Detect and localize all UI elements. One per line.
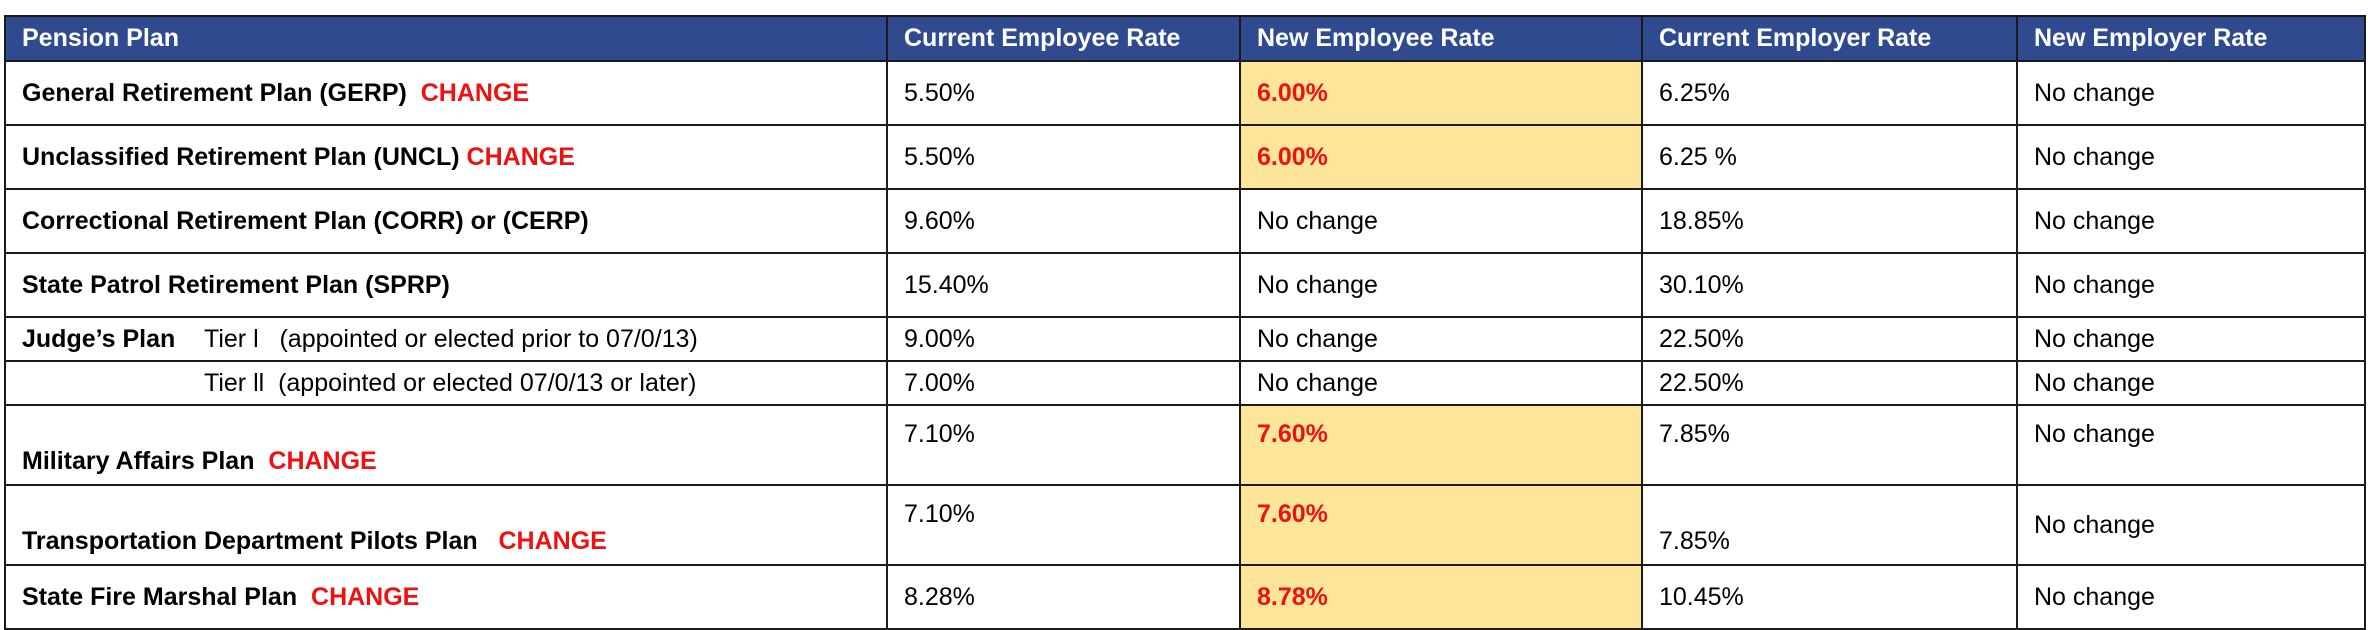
new-employer-rate: No change — [2016, 404, 2366, 486]
new-employer-rate: No change — [2016, 124, 2366, 190]
change-flag: CHANGE — [498, 527, 607, 555]
new-rate-value: 7.60% — [1257, 420, 1328, 448]
change-flag: CHANGE — [466, 142, 575, 171]
table-row: Tier ll (appointed or elected 07/0/13 or… — [4, 360, 2366, 406]
new-employee-rate: No change — [1239, 360, 1643, 406]
current-employer-rate: 6.25 % — [1641, 124, 2018, 190]
new-employer-rate: No change — [2016, 360, 2366, 406]
new-rate-value: 6.00% — [1257, 142, 1328, 171]
plan-cell: Transportation Department Pilots Plan CH… — [4, 484, 888, 566]
table-row: Military Affairs Plan CHANGE 7.10% 7.60%… — [4, 404, 2366, 486]
plan-cell: Tier ll (appointed or elected 07/0/13 or… — [4, 360, 888, 406]
plan-cell: Correctional Retirement Plan (CORR) or (… — [4, 188, 888, 254]
header-current-employee-rate: Current Employee Rate — [886, 15, 1241, 62]
plan-name: State Fire Marshal Plan — [22, 582, 298, 611]
table-row: Judge’s Plan Tier l (appointed or elected… — [4, 316, 2366, 362]
table-row: Transportation Department Pilots Plan CH… — [4, 484, 2366, 566]
current-employer-rate: 22.50% — [1641, 316, 2018, 362]
current-employer-rate: 18.85% — [1641, 188, 2018, 254]
table-header-row: Pension Plan Current Employee Rate New E… — [4, 15, 2366, 62]
new-employee-rate: 6.00% — [1239, 124, 1643, 190]
new-employee-rate: 8.78% — [1239, 564, 1643, 630]
table-row: Correctional Retirement Plan (CORR) or (… — [4, 188, 2366, 254]
current-employee-rate: 15.40% — [886, 252, 1241, 318]
table-row: General Retirement Plan (GERP) CHANGE 5.… — [4, 60, 2366, 126]
new-employer-rate: No change — [2016, 484, 2366, 566]
new-rate-value: 7.60% — [1257, 500, 1328, 528]
current-employee-rate: 5.50% — [886, 60, 1241, 126]
current-employee-rate: 9.00% — [886, 316, 1241, 362]
plan-cell: Judge’s Plan Tier l (appointed or elected… — [4, 316, 888, 362]
current-employee-rate: 5.50% — [886, 124, 1241, 190]
plan-name: Transportation Department Pilots Plan — [22, 527, 478, 555]
plan-name: Judge’s Plan — [22, 324, 176, 353]
header-current-employer-rate: Current Employer Rate — [1641, 15, 2018, 62]
plan-name: Unclassified Retirement Plan (UNCL) — [22, 142, 460, 171]
plan-name: State Patrol Retirement Plan (SPRP) — [22, 270, 450, 299]
change-flag: CHANGE — [268, 447, 377, 475]
table-row: State Patrol Retirement Plan (SPRP) 15.4… — [4, 252, 2366, 318]
header-new-employer-rate: New Employer Rate — [2016, 15, 2366, 62]
change-flag: CHANGE — [420, 78, 530, 107]
new-employer-rate: No change — [2016, 188, 2366, 254]
new-employee-rate: No change — [1239, 188, 1643, 254]
plan-name: General Retirement Plan (GERP) — [22, 78, 407, 107]
current-employee-rate: 7.00% — [886, 360, 1241, 406]
new-employee-rate: 7.60% — [1239, 404, 1643, 486]
current-employee-rate: 9.60% — [886, 188, 1241, 254]
current-employer-rate: 30.10% — [1641, 252, 2018, 318]
current-employee-rate: 7.10% — [886, 484, 1241, 566]
new-employer-rate: No change — [2016, 252, 2366, 318]
new-rate-value: 6.00% — [1257, 78, 1328, 107]
new-employee-rate: No change — [1239, 316, 1643, 362]
tier-label: Tier l (appointed or elected prior to 07… — [204, 324, 698, 353]
current-employer-rate: 10.45% — [1641, 564, 2018, 630]
plan-name: Military Affairs Plan — [22, 447, 255, 475]
header-pension-plan: Pension Plan — [4, 15, 888, 62]
tier-label: Tier ll (appointed or elected 07/0/13 or… — [204, 368, 697, 397]
new-employee-rate: 7.60% — [1239, 484, 1643, 566]
current-employer-rate: 6.25% — [1641, 60, 2018, 126]
current-employee-rate: 7.10% — [886, 404, 1241, 486]
plan-cell: Military Affairs Plan CHANGE — [4, 404, 888, 486]
plan-cell: State Fire Marshal Plan CHANGE — [4, 564, 888, 630]
change-flag: CHANGE — [311, 582, 420, 611]
table-row: State Fire Marshal Plan CHANGE 8.28% 8.7… — [4, 564, 2366, 630]
new-employee-rate: 6.00% — [1239, 60, 1643, 126]
new-rate-value: 8.78% — [1257, 582, 1328, 611]
current-employer-rate: 7.85% — [1641, 484, 2018, 566]
new-employer-rate: No change — [2016, 316, 2366, 362]
current-employee-rate: 8.28% — [886, 564, 1241, 630]
pension-rates-table: Pension Plan Current Employee Rate New E… — [4, 15, 2366, 630]
new-employer-rate: No change — [2016, 564, 2366, 630]
plan-cell: General Retirement Plan (GERP) CHANGE — [4, 60, 888, 126]
current-employer-rate: 22.50% — [1641, 360, 2018, 406]
plan-cell: State Patrol Retirement Plan (SPRP) — [4, 252, 888, 318]
plan-name: Correctional Retirement Plan (CORR) or (… — [22, 206, 589, 235]
header-new-employee-rate: New Employee Rate — [1239, 15, 1643, 62]
table-row: Unclassified Retirement Plan (UNCL) CHAN… — [4, 124, 2366, 190]
plan-cell: Unclassified Retirement Plan (UNCL) CHAN… — [4, 124, 888, 190]
new-employer-rate: No change — [2016, 60, 2366, 126]
current-employer-rate: 7.85% — [1641, 404, 2018, 486]
new-employee-rate: No change — [1239, 252, 1643, 318]
